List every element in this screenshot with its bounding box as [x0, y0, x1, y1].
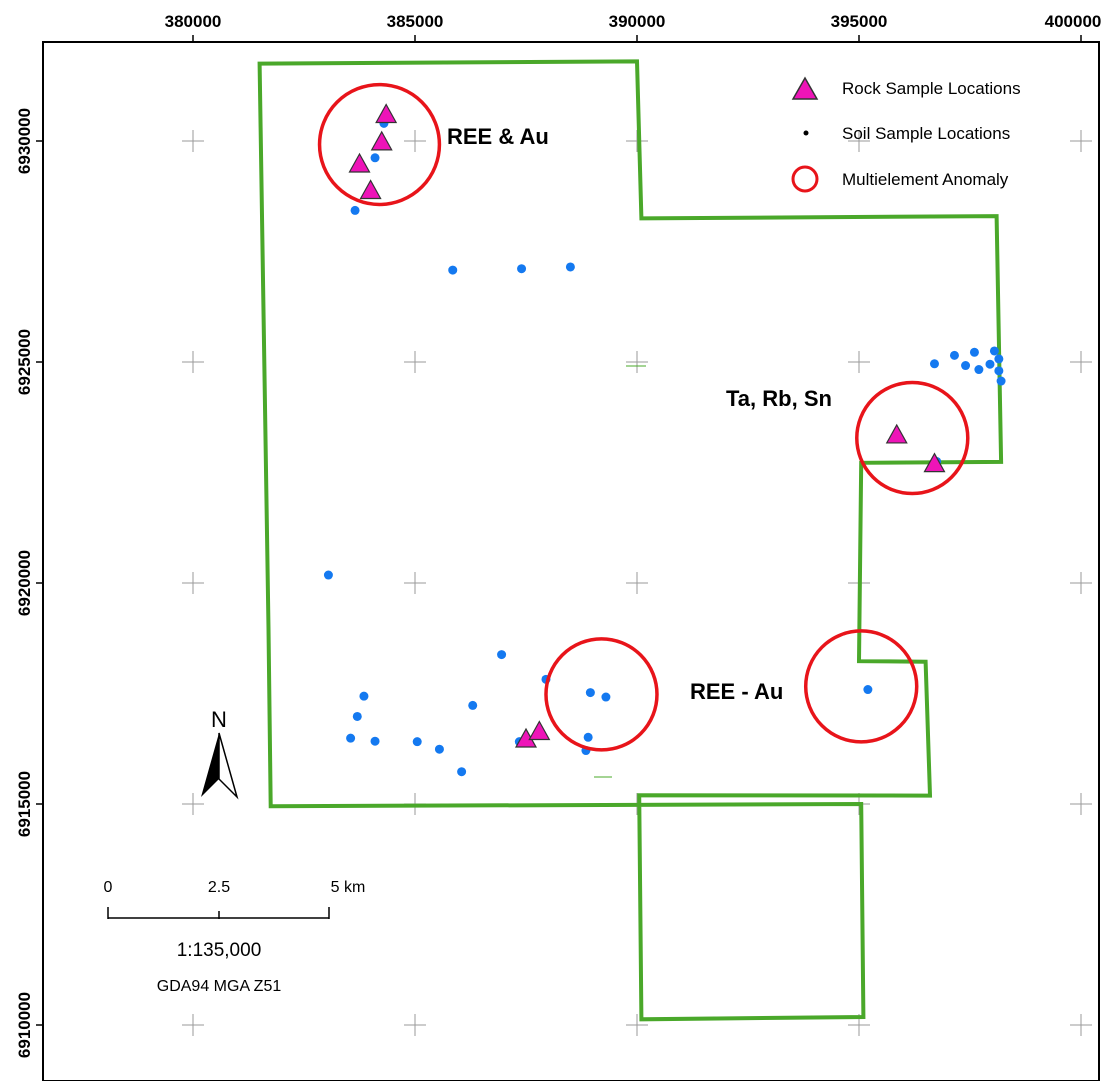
rock-samples-layer [348, 103, 946, 748]
y-tick-label: 6920000 [15, 550, 34, 616]
y-axis-ticks [36, 140, 43, 1026]
soil-sample-point [359, 691, 369, 701]
soil-sample-point [517, 264, 527, 274]
soil-sample-point [949, 350, 959, 360]
legend-rock-label: Rock Sample Locations [842, 79, 1021, 98]
soil-sample-point [370, 153, 380, 163]
y-tick-label: 6915000 [15, 771, 34, 837]
soil-sample-point [352, 711, 362, 721]
soil-sample-point [601, 692, 611, 702]
soil-sample-point [996, 376, 1006, 386]
y-tick-label: 6930000 [15, 108, 34, 174]
north-arrow: N [201, 707, 239, 800]
soil-sample-point [370, 736, 380, 746]
x-tick-label: 400000 [1045, 12, 1102, 31]
scale-ratio: 1:135,000 [177, 940, 262, 961]
soil-sample-point [346, 733, 356, 743]
soil-sample-point [350, 205, 360, 215]
north-arrow-right-icon [218, 732, 239, 800]
soil-sample-point [974, 365, 984, 375]
soil-sample-point [969, 347, 979, 357]
soil-samples-layer [323, 118, 1006, 777]
rock-sample-point [885, 423, 908, 444]
anomaly-circle [803, 629, 919, 744]
soil-sample-point [994, 366, 1004, 376]
soil-sample-point [863, 685, 873, 695]
legend: Rock Sample Locations Soil Sample Locati… [791, 76, 1021, 193]
soil-sample-point [994, 354, 1004, 364]
datum-label: GDA94 MGA Z51 [157, 978, 282, 995]
soil-sample-point [468, 700, 478, 710]
map-frame [42, 41, 1100, 1081]
soil-sample-point [497, 650, 507, 660]
rock-sample-legend-icon [791, 76, 819, 100]
north-arrow-left-icon [201, 733, 219, 797]
x-tick-label: 380000 [165, 12, 222, 31]
x-axis-ticks [192, 35, 1082, 42]
rock-sample-point [923, 452, 946, 473]
rock-sample-point [348, 152, 371, 173]
legend-soil-label: Soil Sample Locations [842, 124, 1010, 143]
x-tick-label: 385000 [387, 12, 444, 31]
rock-sample-point [359, 179, 382, 200]
soil-sample-point [989, 346, 999, 356]
soil-sample-point [323, 570, 333, 580]
soil-sample-point [565, 262, 575, 272]
rock-sample-point [375, 103, 398, 124]
soil-sample-point [985, 359, 995, 369]
anomaly-label: REE - Au [690, 679, 783, 704]
anomaly-circle [544, 637, 659, 752]
soil-sample-point [929, 359, 939, 369]
scale-label: 0 [104, 879, 113, 896]
boundary-annotations [594, 365, 646, 778]
tenement-boundary [257, 59, 1004, 1022]
rock-sample-point [528, 720, 551, 741]
north-label: N [211, 707, 227, 732]
soil-sample-point [583, 732, 593, 742]
anomaly-label: REE & Au [447, 124, 549, 149]
y-tick-label: 6910000 [15, 992, 34, 1058]
soil-sample-point [961, 361, 971, 371]
soil-sample-legend-icon [803, 130, 809, 136]
anomaly-legend-icon [791, 165, 819, 193]
soil-sample-point [434, 744, 444, 754]
soil-sample-point [412, 737, 422, 747]
x-tick-label: 395000 [831, 12, 888, 31]
scale-label: 2.5 [208, 879, 230, 896]
grid-crosses [182, 130, 1092, 1036]
soil-sample-point [457, 767, 467, 777]
soil-sample-point [448, 265, 458, 275]
scale-label: 5 km [331, 879, 366, 896]
anomaly-label: Ta, Rb, Sn [726, 386, 832, 411]
anomaly-circle [317, 82, 442, 207]
legend-anomaly-label: Multielement Anomaly [842, 170, 1009, 189]
y-tick-label: 6925000 [15, 329, 34, 395]
soil-sample-point [585, 688, 595, 698]
anomaly-circle [855, 380, 970, 496]
scale-bar: 0 2.5 5 km 1:135,000 GDA94 MGA Z51 [104, 879, 366, 995]
rock-sample-point [370, 130, 393, 151]
x-tick-label: 390000 [609, 12, 666, 31]
anomaly-layer [317, 82, 970, 752]
